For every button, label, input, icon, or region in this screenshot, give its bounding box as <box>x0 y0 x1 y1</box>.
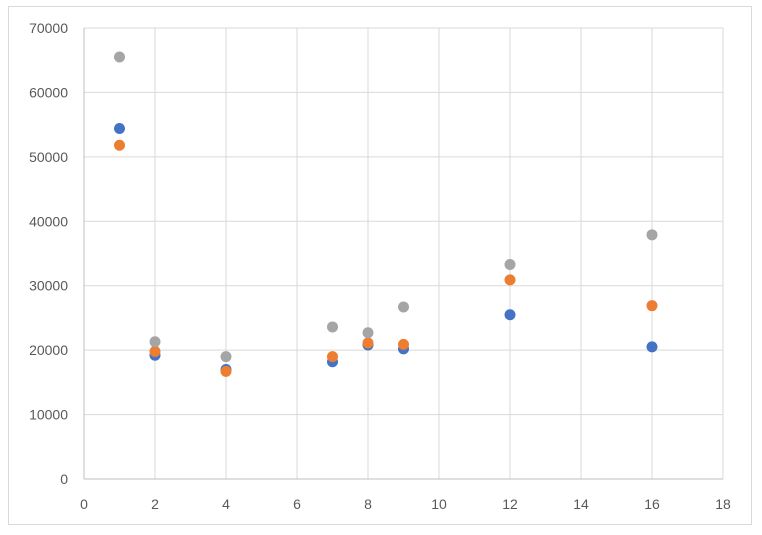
data-points <box>114 51 658 377</box>
data-point <box>327 351 338 363</box>
x-tick-label: 10 <box>431 496 447 512</box>
y-tick-label: 0 <box>60 471 68 487</box>
grid-layer <box>84 27 724 479</box>
series-2 <box>114 139 658 377</box>
data-point <box>149 345 161 357</box>
y-tick-label: 30000 <box>29 278 68 294</box>
x-tick-label: 2 <box>151 496 159 512</box>
data-point <box>114 51 125 63</box>
data-point <box>362 337 374 349</box>
tick-labels: 0 10000 20000 30000 40000 50000 60000 70000 0 2 4 6… <box>29 20 731 512</box>
data-point <box>220 351 232 363</box>
data-point <box>646 341 658 353</box>
data-point <box>327 321 338 333</box>
x-tick-label: 12 <box>502 496 518 512</box>
data-point <box>504 309 516 321</box>
x-tick-label: 0 <box>80 496 88 512</box>
data-point <box>504 274 516 286</box>
data-point <box>114 123 125 135</box>
y-tick-label: 50000 <box>29 149 68 165</box>
data-point <box>504 258 516 270</box>
y-tick-label: 70000 <box>29 20 68 36</box>
data-point <box>646 229 658 241</box>
series-1 <box>114 123 658 375</box>
y-tick-label: 60000 <box>29 84 68 100</box>
x-tick-label: 14 <box>573 496 589 512</box>
series-3 <box>114 51 658 363</box>
x-tick-label: 16 <box>644 496 660 512</box>
y-tick-label: 10000 <box>29 407 68 423</box>
data-point <box>398 301 409 313</box>
y-tick-label: 20000 <box>29 342 68 358</box>
y-tick-label: 40000 <box>29 213 68 229</box>
x-tick-label: 18 <box>715 496 731 512</box>
x-tick-label: 6 <box>293 496 301 512</box>
data-point <box>398 338 409 350</box>
data-point <box>220 365 232 377</box>
data-point <box>362 327 374 339</box>
axis-layer <box>83 28 723 480</box>
data-point <box>149 336 161 348</box>
data-point <box>646 300 658 312</box>
data-point <box>114 139 125 151</box>
x-tick-label: 4 <box>222 496 230 512</box>
x-tick-label: 8 <box>364 496 372 512</box>
